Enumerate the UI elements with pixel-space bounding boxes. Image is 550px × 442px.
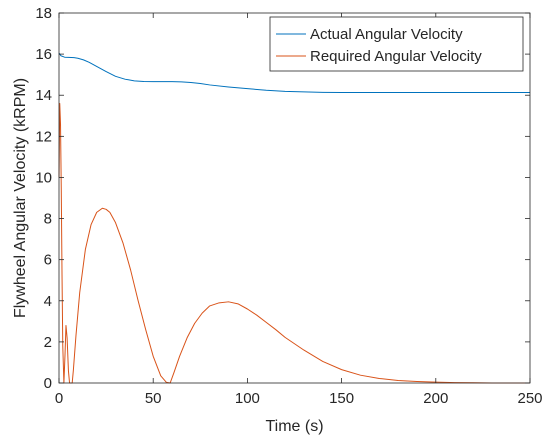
legend-entry-required: Required Angular Velocity [310,48,482,65]
x-tick-label: 200 [423,390,448,407]
y-tick-label: 12 [35,128,52,145]
x-tick-label: 50 [145,390,162,407]
legend: Actual Angular Velocity Required Angular… [269,16,524,72]
x-tick-label: 0 [55,390,63,407]
plot-area [59,13,530,383]
series-line-required [58,102,530,384]
x-tick-label: 100 [235,390,260,407]
y-tick-label: 10 [35,169,52,186]
y-tick-label: 8 [44,211,52,228]
y-tick-label: 18 [35,5,52,22]
axes-box [58,12,531,384]
legend-entry-actual: Actual Angular Velocity [310,26,463,43]
y-tick-label: 14 [35,87,52,104]
y-axis-label: Flywheel Angular Velocity (kRPM) [12,78,29,318]
legend-box [269,16,524,72]
x-axis-label: Time (s) [265,418,323,435]
y-tick-label: 16 [35,46,52,63]
series-lines [58,52,530,384]
axes [58,12,531,384]
tick-labels: 0 50 100 150 200 250 0 2 4 6 8 10 12 14 16 18 [35,5,542,407]
y-tick-label: 0 [44,375,52,392]
plot-background [59,13,530,383]
x-tick-label: 250 [517,390,542,407]
y-tick-label: 4 [44,293,52,310]
y-tick-label: 2 [44,334,52,351]
x-tick-label: 150 [329,390,354,407]
series-line-actual [58,52,530,94]
y-tick-label: 6 [44,252,52,269]
